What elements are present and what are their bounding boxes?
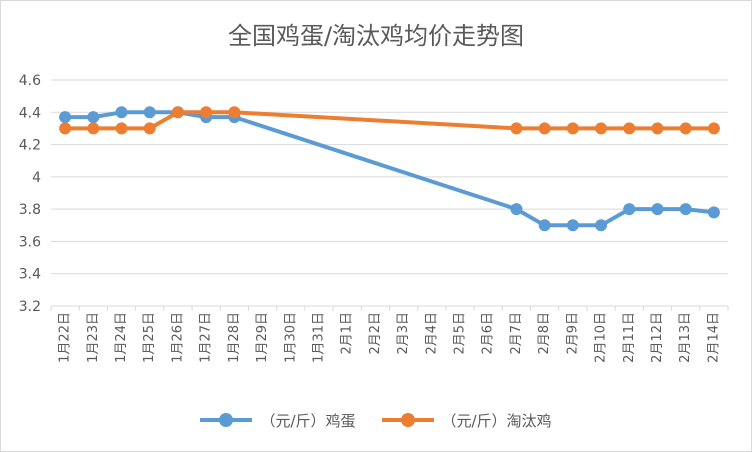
- x-tick-label: 2月5日: [453, 312, 468, 355]
- legend-swatch-hen: [381, 412, 434, 428]
- x-tick-label: 2月6日: [481, 312, 496, 355]
- y-tick-label: 3.8: [19, 202, 41, 218]
- data-point-series-1: [143, 122, 156, 135]
- y-tick-label: 4.6: [19, 73, 41, 89]
- data-point-series-1: [566, 122, 579, 135]
- data-point-series-1: [679, 122, 692, 135]
- x-tick-label: 1月23日: [86, 312, 101, 363]
- data-point-series-1: [171, 106, 184, 119]
- x-axis-ticks: 1月22日 1月23日 1月24日 1月25日 1月26日 1月27日 1月28日 1月29日…: [50, 306, 729, 363]
- x-tick-label: 2月11日: [622, 312, 637, 363]
- legend-item-hen: （元/斤）淘汰鸡: [381, 410, 552, 431]
- data-point-series-0: [87, 111, 100, 124]
- series-points: [59, 106, 720, 232]
- x-tick-label: 2月12日: [650, 312, 665, 363]
- legend: （元/斤）鸡蛋 （元/斤）淘汰鸡: [0, 408, 752, 432]
- data-point-series-1: [87, 122, 100, 135]
- x-tick-label: 2月1日: [340, 312, 355, 355]
- data-point-series-0: [115, 106, 128, 119]
- x-tick-label: 1月30日: [283, 312, 298, 363]
- x-tick-label: 1月24日: [114, 312, 129, 363]
- data-point-series-1: [115, 122, 128, 135]
- data-point-series-0: [59, 111, 72, 124]
- x-tick-label: 2月7日: [509, 312, 524, 355]
- data-point-series-0: [623, 203, 636, 216]
- x-tick-label: 2月3日: [396, 312, 411, 355]
- data-point-series-1: [200, 106, 213, 119]
- y-tick-label: 4.4: [19, 105, 41, 121]
- x-tick-label: 2月10日: [594, 312, 609, 363]
- data-point-series-0: [707, 206, 720, 219]
- legend-label-egg: （元/斤）鸡蛋: [260, 411, 356, 430]
- data-point-series-1: [595, 122, 608, 135]
- x-tick-label: 1月29日: [255, 312, 270, 363]
- data-point-series-1: [59, 122, 72, 135]
- legend-swatch-egg: [200, 412, 253, 428]
- data-point-series-1: [538, 122, 551, 135]
- data-point-series-1: [651, 122, 664, 135]
- series-lines: [63, 110, 716, 228]
- legend-label-hen: （元/斤）淘汰鸡: [441, 411, 552, 430]
- data-point-series-1: [707, 122, 720, 135]
- x-tick-label: 2月2日: [368, 312, 383, 355]
- chart-title: 全国鸡蛋/淘汰鸡均价走势图: [227, 22, 525, 50]
- data-point-series-1: [623, 122, 636, 135]
- x-tick-label: 2月13日: [678, 312, 693, 363]
- data-point-series-0: [651, 203, 664, 216]
- x-tick-label: 1月31日: [311, 312, 326, 363]
- data-point-series-0: [679, 203, 692, 216]
- y-tick-label: 3.4: [19, 267, 41, 283]
- data-point-series-0: [143, 106, 156, 119]
- data-point-series-0: [595, 219, 608, 232]
- series-line-1: [63, 110, 716, 131]
- x-tick-label: 2月14日: [706, 312, 721, 363]
- data-point-series-0: [510, 203, 523, 216]
- x-tick-label: 2月4日: [424, 312, 439, 355]
- y-tick-label: 4: [32, 170, 41, 186]
- data-point-series-0: [566, 219, 579, 232]
- x-tick-label: 1月25日: [142, 312, 157, 363]
- x-tick-label: 1月22日: [58, 312, 73, 363]
- x-tick-label: 1月28日: [227, 312, 242, 363]
- data-point-series-0: [538, 219, 551, 232]
- x-tick-label: 2月9日: [565, 312, 580, 355]
- y-axis-ticks: 3.2 3.4 3.6 3.8 4 4.2 4.4 4.6: [19, 73, 41, 315]
- legend-item-egg: （元/斤）鸡蛋: [200, 410, 356, 431]
- y-tick-label: 3.6: [19, 234, 41, 250]
- x-tick-label: 1月27日: [199, 312, 214, 363]
- x-tick-label: 2月8日: [537, 312, 552, 355]
- data-point-series-1: [228, 106, 241, 119]
- y-tick-label: 4.2: [19, 138, 41, 154]
- y-tick-label: 3.2: [19, 299, 41, 315]
- x-tick-label: 1月26日: [170, 312, 185, 363]
- data-point-series-1: [510, 122, 523, 135]
